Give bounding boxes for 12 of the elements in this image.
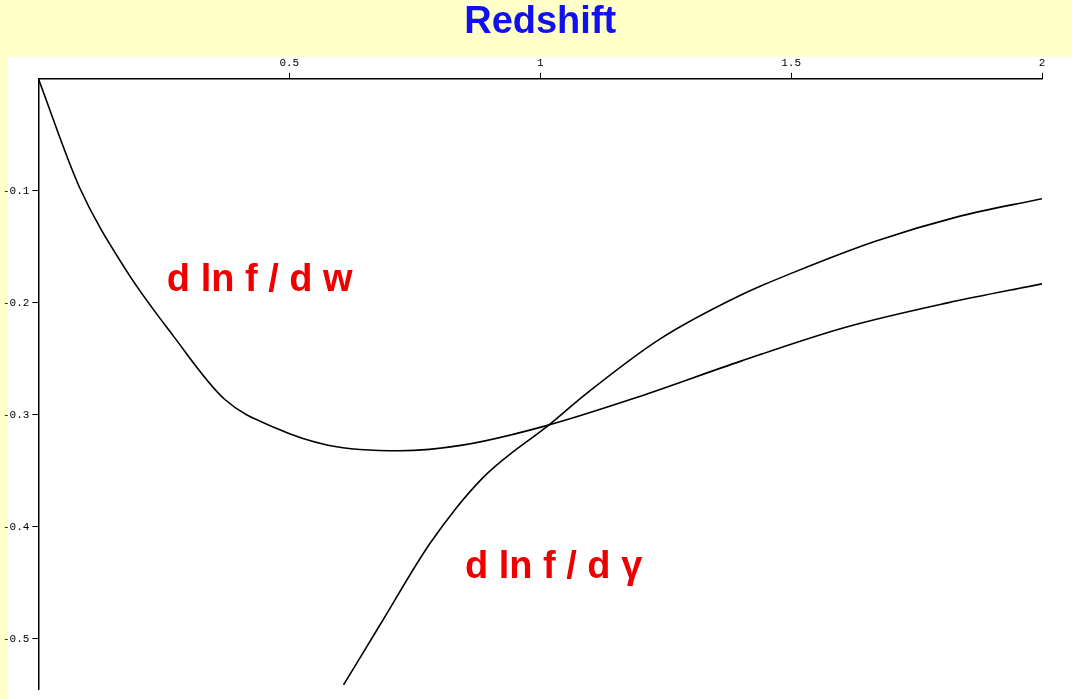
y-tick-label: -0.3 <box>3 408 30 421</box>
x-tick-label: 0.5 <box>279 57 300 70</box>
y-tick-label: -0.2 <box>3 296 30 309</box>
x-tick-label: 1.5 <box>781 57 802 70</box>
annotation: d ln f / d γ <box>464 543 643 586</box>
y-tick-label: -0.5 <box>3 632 30 645</box>
y-tick-label: -0.4 <box>3 520 30 533</box>
x-axis-title: Redshift <box>464 0 617 42</box>
y-tick-label: -0.1 <box>3 184 30 197</box>
annotation: d ln f / d w <box>166 256 354 299</box>
x-tick-label: 2 <box>1038 57 1046 70</box>
x-tick-label: 1 <box>536 57 544 70</box>
